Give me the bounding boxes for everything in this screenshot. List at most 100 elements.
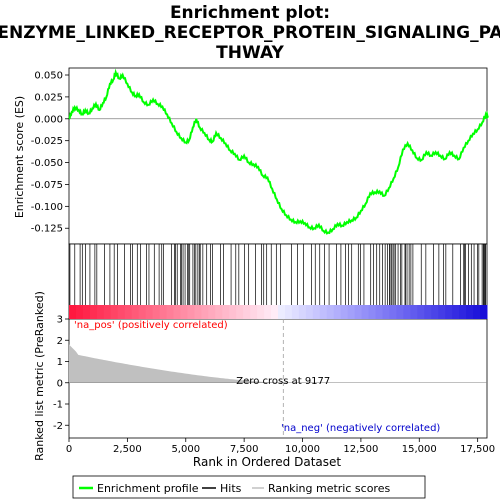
color-bar-segment: [382, 305, 390, 319]
x-tick-label: 12,500: [343, 444, 378, 455]
color-bar-segment: [166, 305, 174, 319]
color-bar-segment: [82, 305, 91, 319]
rank-tick-label: 0: [57, 378, 63, 389]
es-axis-ticks: 0.050 0.025 0.000 -0.025 -0.050 -0.075 -0.100 -…: [31, 71, 69, 235]
legend-box: [72, 475, 426, 499]
color-bar-segment: [354, 305, 363, 319]
color-bar-segment: [431, 305, 439, 319]
color-bar-segment: [466, 305, 474, 319]
ranking-metric-area: [69, 344, 277, 383]
rank-tick-label: 2: [57, 336, 63, 347]
color-bar-segment: [410, 305, 418, 319]
es-tick-label: -0.075: [31, 180, 63, 191]
color-bar-segment: [326, 305, 335, 319]
rank-axis-ticks: 3 2 1 0 -1 -2: [53, 315, 69, 432]
x-tick-label: 17,500: [460, 444, 495, 455]
color-bar-segment: [180, 305, 188, 319]
color-bar-segment: [145, 305, 154, 319]
color-bar-segment: [396, 305, 404, 319]
color-bar-segment: [375, 305, 383, 319]
x-tick-label: 5,000: [171, 444, 200, 455]
x-tick-label: 2,500: [113, 444, 142, 455]
color-bar-segment: [333, 305, 342, 319]
rank-tick-label: 3: [57, 315, 63, 326]
color-bar-segment: [194, 305, 202, 319]
color-bar-segment: [187, 305, 195, 319]
es-tick-label: 0.000: [34, 114, 63, 125]
color-bar-segment: [222, 305, 230, 319]
color-bar-segment: [208, 305, 216, 319]
color-bar-segment: [89, 305, 98, 319]
neg-correlated-label: 'na_neg' (negatively correlated): [281, 423, 440, 434]
color-bar-segment: [473, 305, 481, 319]
rank-ylabel: Ranked list metric (PreRanked): [33, 291, 46, 461]
rank-color-bar: [69, 305, 488, 319]
rank-tick-label: 1: [57, 357, 63, 368]
es-tick-label: 0.025: [34, 92, 63, 103]
es-ylabel: Enrichment score (ES): [13, 96, 26, 218]
color-bar-segment: [96, 305, 105, 319]
color-bar-segment: [389, 305, 397, 319]
color-bar-segment: [75, 305, 84, 319]
chart-title-line2: ENZYME_LINKED_RECEPTOR_PROTEIN_SIGNALING…: [0, 23, 500, 43]
color-bar-segment: [291, 305, 300, 319]
color-bar-segment: [347, 305, 356, 319]
legend-es-label: Enrichment profile: [97, 482, 199, 495]
color-bar-segment: [250, 305, 258, 319]
color-bar-segment: [361, 305, 370, 319]
color-bar-segment: [438, 305, 446, 319]
color-bar-segment: [424, 305, 432, 319]
x-tick-label: 7,500: [230, 444, 259, 455]
es-tick-label: 0.050: [34, 71, 63, 82]
color-bar-segment: [117, 305, 126, 319]
color-bar-segment: [131, 305, 140, 319]
color-bar-segment: [103, 305, 112, 319]
color-bar-segment: [445, 305, 453, 319]
color-bar-segment: [271, 305, 279, 319]
chart-title-line1: Enrichment plot:: [170, 3, 330, 23]
color-bar-segment: [229, 305, 237, 319]
color-bar-segment: [215, 305, 223, 319]
color-bar-segment: [319, 305, 328, 319]
es-tick-label: -0.050: [31, 158, 63, 169]
color-bar-segment: [236, 305, 244, 319]
color-bar-segment: [124, 305, 133, 319]
hit-markers: [69, 244, 486, 305]
color-bar-segment: [278, 305, 286, 319]
color-bar-segment: [110, 305, 119, 319]
color-bar-segment: [69, 305, 77, 319]
x-axis-ticks: 0 2,500 5,000 7,500 10,000 12,500 15,000 17,500: [66, 438, 495, 455]
color-bar-segment: [312, 305, 321, 319]
x-axis-label: Rank in Ordered Dataset: [193, 455, 341, 469]
legend-hits-label: Hits: [220, 482, 242, 495]
color-bar-segment: [452, 305, 460, 319]
color-bar-segment: [243, 305, 251, 319]
color-bar-segment: [480, 305, 488, 319]
es-tick-label: -0.125: [31, 224, 63, 235]
chart-title-line3: THWAY: [216, 43, 284, 63]
color-bar-segment: [138, 305, 147, 319]
color-bar-segment: [264, 305, 272, 319]
color-bar-segment: [368, 305, 377, 319]
color-bar-segment: [201, 305, 209, 319]
color-bar-segment: [403, 305, 411, 319]
color-bar-segment: [417, 305, 425, 319]
color-bar-segment: [305, 305, 314, 319]
rank-tick-label: -1: [53, 400, 63, 411]
color-bar-segment: [340, 305, 349, 319]
color-bar-segment: [152, 305, 161, 319]
pos-correlated-label: 'na_pos' (positively correlated): [74, 320, 228, 331]
color-bar-segment: [257, 305, 265, 319]
enrichment-profile-line: [68, 68, 489, 235]
es-tick-label: -0.100: [31, 202, 63, 213]
es-panel: [68, 67, 488, 245]
color-bar-segment: [298, 305, 307, 319]
x-tick-label: 10,000: [285, 444, 320, 455]
color-bar-segment: [159, 305, 168, 319]
rank-tick-label: -2: [53, 421, 63, 432]
legend: Enrichment profile Hits Ranking metric s…: [72, 475, 426, 499]
color-bar-segment: [459, 305, 467, 319]
x-tick-label: 0: [66, 444, 72, 455]
es-tick-label: -0.025: [31, 136, 63, 147]
